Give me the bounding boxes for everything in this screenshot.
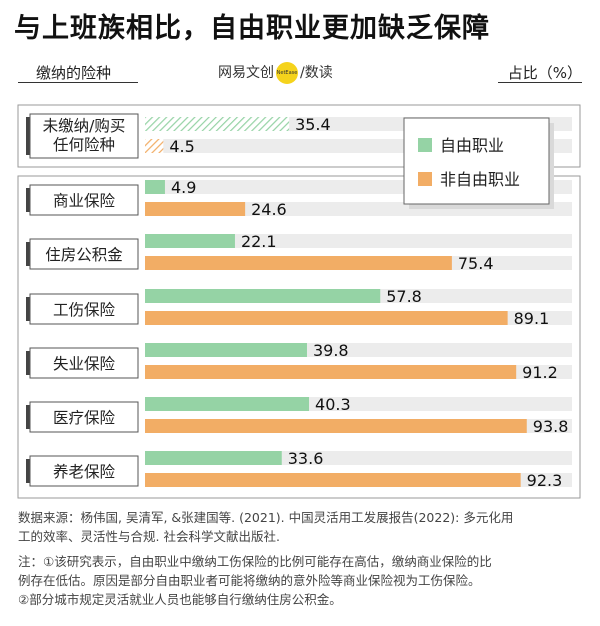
bar-free [145,117,290,131]
category-label: 养老保险 [53,463,116,481]
brand-mid: 文创 [246,65,274,81]
insurance-type-header: 缴纳的险种 [36,64,112,82]
bar-value-label: 33.6 [288,449,324,468]
bar-nonfree [145,202,246,216]
category-label-tab [26,188,32,212]
note-line: ②部分城市规定灵活就业人员也能够自行缴纳住房公积金。 [18,592,342,607]
source-line: 工的效率、灵活性与合规. 社会科学文献出版社. [18,529,280,544]
bar-free [145,180,165,194]
legend-swatch-nonfree [418,172,432,186]
note-line: 注：①该研究表示，自由职业中缴纳工伤保险的比例可能存在高估，缴纳商业保险的比 [18,554,492,569]
brand-right: 数读 [304,65,333,81]
panel-insured [17,175,581,499]
bar-free [145,397,310,411]
category-label-tab [26,351,32,375]
bar-value-label: 92.3 [527,471,563,490]
bar-value-label: 35.4 [295,115,331,134]
category-label-tab [26,405,32,429]
brand-left: 网易 [218,65,246,81]
category-label: 失业保险 [53,355,116,373]
brand-dot: NetEase [276,62,298,84]
source-line: 数据来源：杨伟国, 吴清军, &张建国等. (2021). 中国灵活用工发展报告… [18,510,514,525]
category-label-box [29,401,139,433]
category-label-box [29,113,139,159]
category-label-box [29,455,139,487]
category-label: 商业保险 [53,192,116,210]
category-label-tab [26,242,32,266]
brand-logo: 网易文创 NetEase/数读 [218,62,333,84]
category-label: 任何险种 [53,136,115,154]
bar-nonfree [145,139,164,153]
note-line: 例存在低估。原因是部分自由职业者可能将缴纳的意外险等商业保险视为工伤保险。 [18,573,481,588]
bar-free [145,289,381,303]
bar-value-label: 57.8 [386,287,422,306]
bar-nonfree [145,365,517,379]
bar-value-label: 22.1 [241,232,277,251]
header-underline-right [498,82,582,83]
bar-value-label: 89.1 [514,309,550,328]
legend-box [403,117,550,205]
bar-value-label: 24.6 [251,200,287,219]
bar-free [145,451,282,465]
category-label-box [29,347,139,379]
source-text: 数据来源：杨伟国, 吴清军, &张建国等. (2021). 中国灵活用工发展报告… [18,508,588,546]
notes-text: 注：①该研究表示，自由职业中缴纳工伤保险的比例可能存在高估，缴纳商业保险的比 例… [18,552,588,609]
bar-value-label: 39.8 [313,341,349,360]
bar-nonfree [145,419,527,433]
bar-nonfree [145,256,452,270]
bar-nonfree [145,473,521,487]
bar-value-label: 91.2 [522,363,558,382]
category-label-box [29,293,139,325]
category-label-tab [26,297,32,321]
bar-free [145,343,307,357]
header-underline-left [18,82,138,83]
bar-nonfree [145,311,508,325]
category-label-tab [26,117,32,155]
category-label: 工伤保险 [53,301,116,319]
bar-track [145,234,572,248]
bar-value-label: 4.5 [169,137,194,156]
category-label: 医疗保险 [53,409,116,427]
brand-sep: / [300,65,305,81]
chart-title: 与上班族相比，自由职业更加缺乏保障 [14,13,490,44]
bar-value-label: 4.9 [171,178,196,197]
legend-label-nonfree: 非自由职业 [440,170,520,189]
bar-free [145,234,235,248]
bar-value-label: 40.3 [315,395,351,414]
percent-header: 占比（%） [507,64,582,82]
category-label-box [29,238,139,270]
category-label: 未缴纳/购买 [43,117,126,135]
bar-value-label: 93.8 [533,417,569,436]
bar-value-label: 75.4 [458,254,494,273]
legend-swatch-free [418,138,432,152]
legend-label-free: 自由职业 [440,136,504,155]
category-label-box [29,184,139,216]
category-label-tab [26,459,32,483]
legend: 自由职业 非自由职业 [403,117,554,209]
category-label: 住房公积金 [45,246,123,264]
